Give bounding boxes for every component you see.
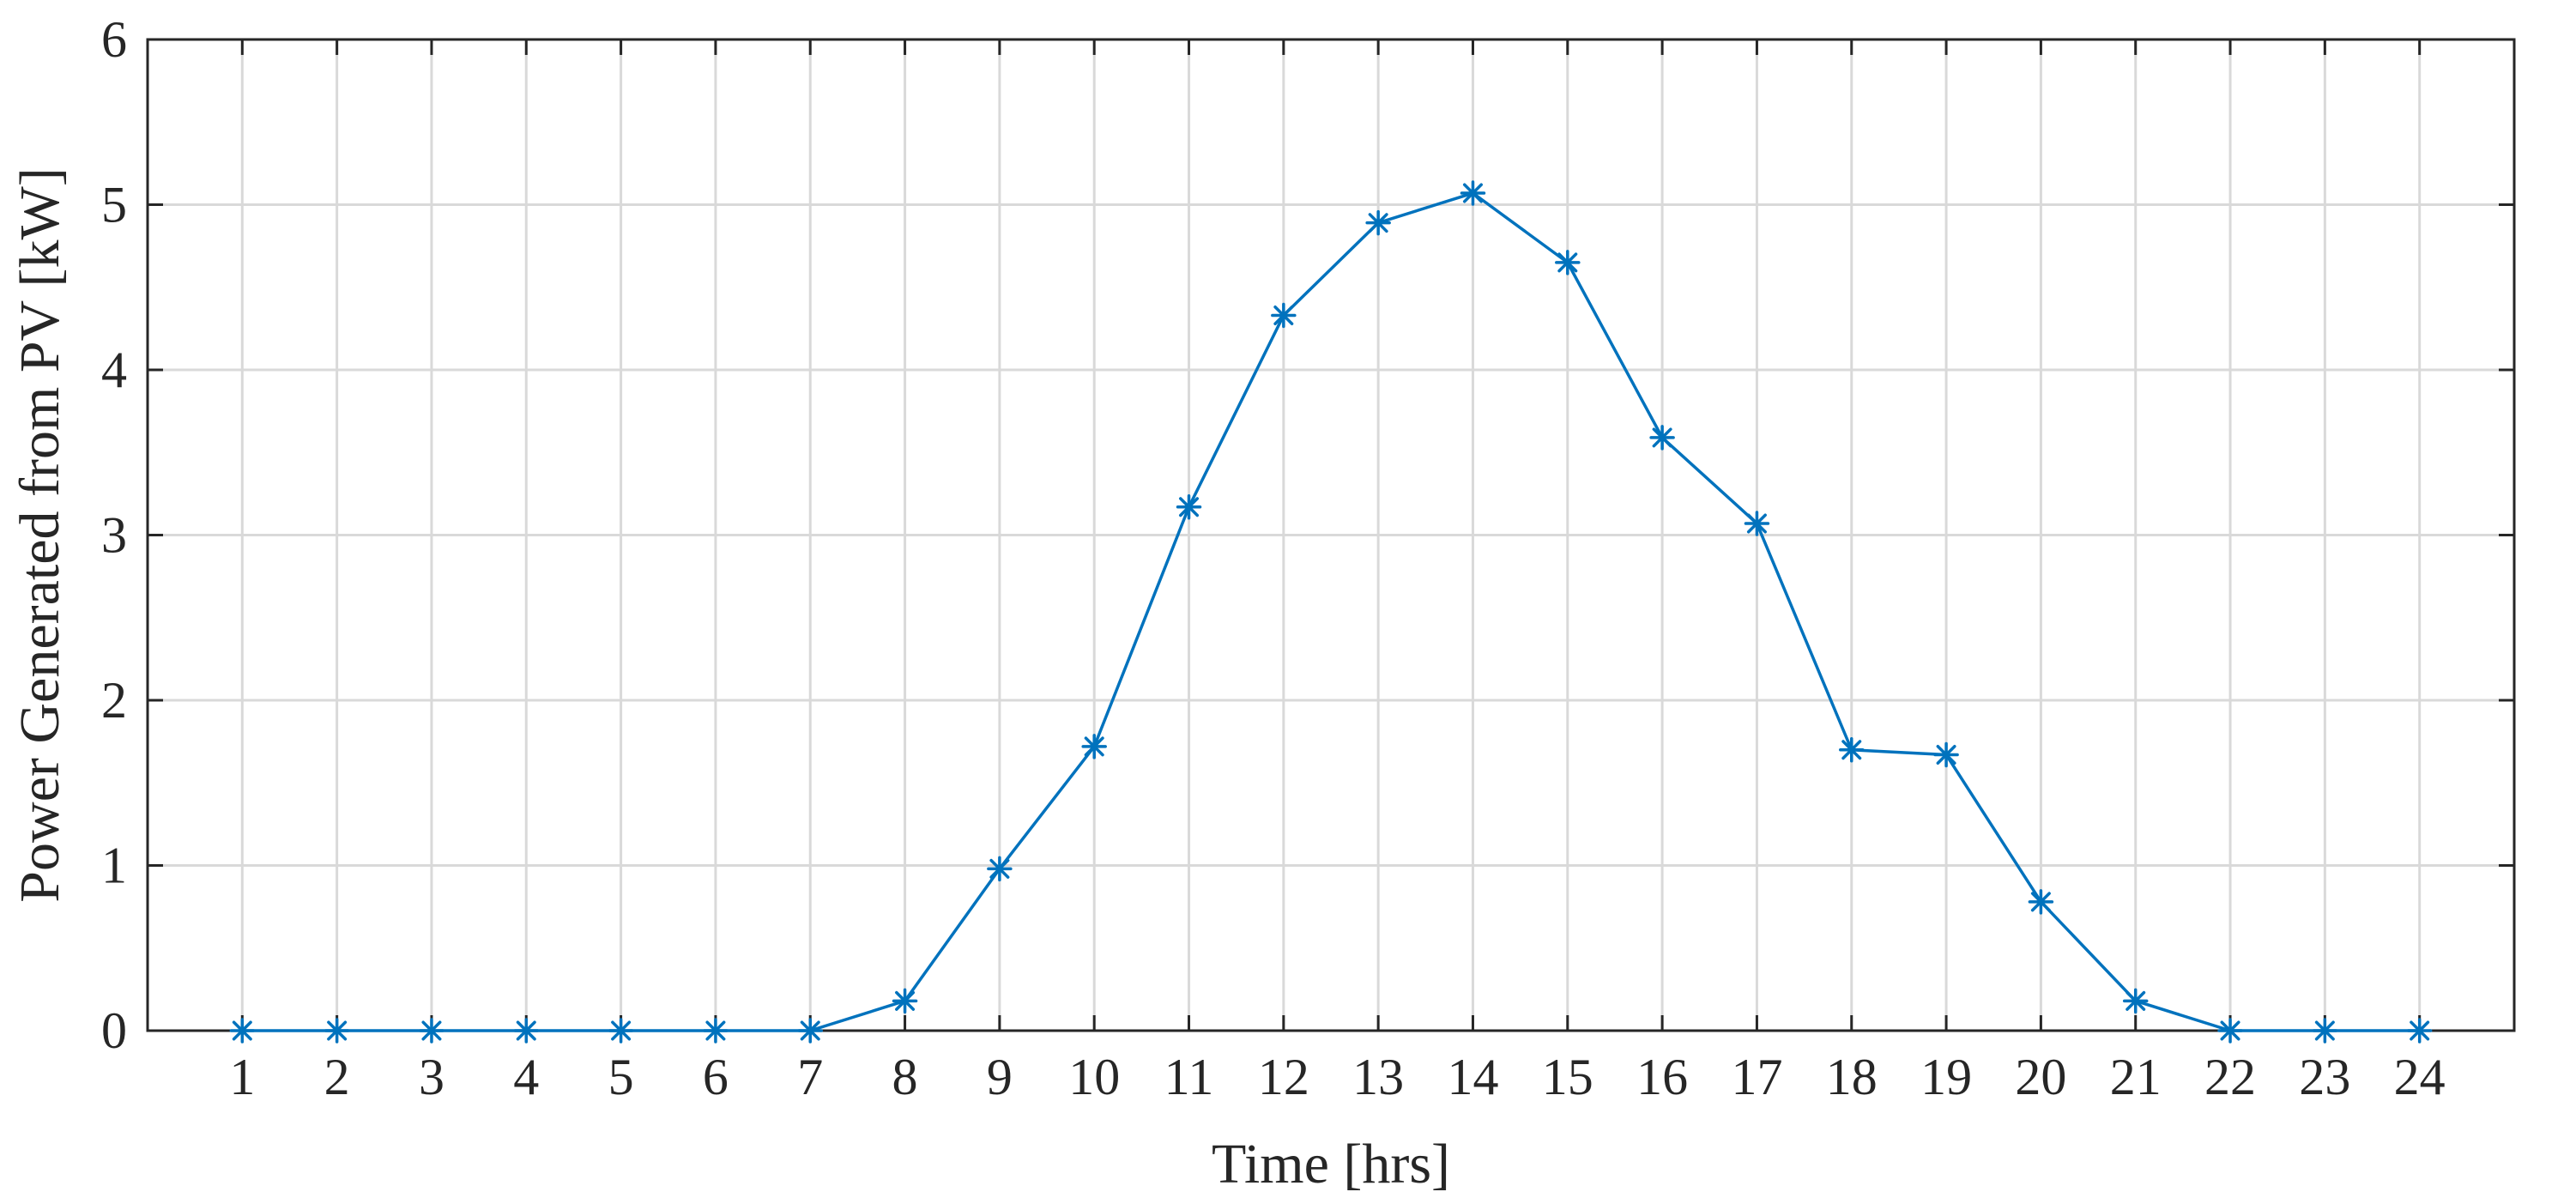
y-axis-label: Power Generated from PV [kW] (9, 167, 71, 903)
tick-labels: 1 2 3 4 5 6 7 8 9 10 11 12 13 14 15 16 17 18 19 20 21 22 23 240… (101, 11, 2446, 1105)
x-tick-label: 8 (892, 1049, 918, 1105)
y-tick-label: 2 (101, 672, 127, 729)
data-point-marker (1933, 741, 1959, 768)
x-tick-label: 16 (1636, 1049, 1688, 1105)
x-tick-label: 17 (1731, 1049, 1782, 1105)
data-point-marker (1176, 494, 1202, 520)
x-tick-label: 24 (2394, 1049, 2446, 1105)
data-point-marker (1839, 737, 1865, 763)
data-point-marker (1271, 302, 1297, 329)
data-point-marker (608, 1018, 634, 1044)
data-point-marker (2122, 988, 2149, 1014)
x-tick-label: 21 (2110, 1049, 2162, 1105)
x-tick-label: 22 (2204, 1049, 2256, 1105)
data-point-marker (987, 856, 1013, 882)
x-tick-label: 14 (1447, 1049, 1498, 1105)
x-tick-label: 13 (1352, 1049, 1404, 1105)
data-point-marker (703, 1018, 729, 1044)
data-point-marker (1081, 734, 1107, 759)
y-tick-label: 3 (101, 507, 127, 564)
data-point-marker (1365, 209, 1391, 236)
x-tick-label: 18 (1826, 1049, 1878, 1105)
x-tick-label: 1 (229, 1049, 255, 1105)
data-point-marker (892, 988, 918, 1014)
x-tick-label: 9 (987, 1049, 1013, 1105)
data-point-marker (2028, 889, 2054, 915)
y-tick-label: 4 (101, 342, 127, 398)
series-line (242, 191, 2420, 1032)
x-tick-label: 4 (513, 1049, 539, 1105)
x-tick-label: 3 (419, 1049, 444, 1105)
y-tick-label: 5 (101, 177, 127, 233)
data-point-marker (324, 1018, 350, 1044)
data-series (229, 180, 2433, 1044)
data-point-marker (1555, 250, 1581, 275)
x-tick-label: 5 (608, 1049, 634, 1105)
y-tick-label: 0 (101, 1002, 127, 1059)
x-tick-label: 23 (2299, 1049, 2350, 1105)
x-tick-label: 15 (1542, 1049, 1593, 1105)
data-point-marker (1744, 511, 1770, 536)
data-point-marker (513, 1018, 540, 1044)
data-point-marker (1460, 180, 1486, 206)
x-tick-label: 20 (2015, 1049, 2066, 1105)
x-tick-label: 11 (1164, 1049, 1214, 1105)
x-tick-label: 2 (324, 1049, 350, 1105)
data-point-marker (419, 1018, 444, 1044)
data-point-marker (2217, 1018, 2243, 1044)
x-tick-label: 10 (1068, 1049, 1120, 1105)
data-point-marker (1649, 425, 1675, 451)
data-point-marker (2406, 1018, 2433, 1044)
x-tick-label: 6 (703, 1049, 729, 1105)
y-tick-label: 1 (101, 838, 127, 894)
x-axis-label: Time [hrs] (1212, 1133, 1450, 1195)
grid-lines (148, 38, 2514, 1032)
y-tick-label: 6 (101, 11, 127, 68)
data-point-marker (797, 1018, 823, 1044)
x-tick-label: 19 (1920, 1049, 1972, 1105)
x-tick-label: 7 (797, 1049, 823, 1105)
data-point-marker (229, 1018, 256, 1044)
x-tick-label: 12 (1258, 1049, 1309, 1105)
data-point-marker (2312, 1018, 2338, 1044)
